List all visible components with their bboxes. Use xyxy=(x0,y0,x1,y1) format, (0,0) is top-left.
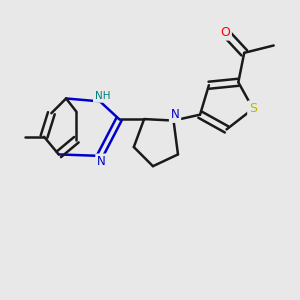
Text: O: O xyxy=(220,26,230,39)
Text: N: N xyxy=(97,155,106,168)
Text: N: N xyxy=(171,108,179,121)
Text: NH: NH xyxy=(94,91,110,101)
Text: S: S xyxy=(249,102,257,115)
